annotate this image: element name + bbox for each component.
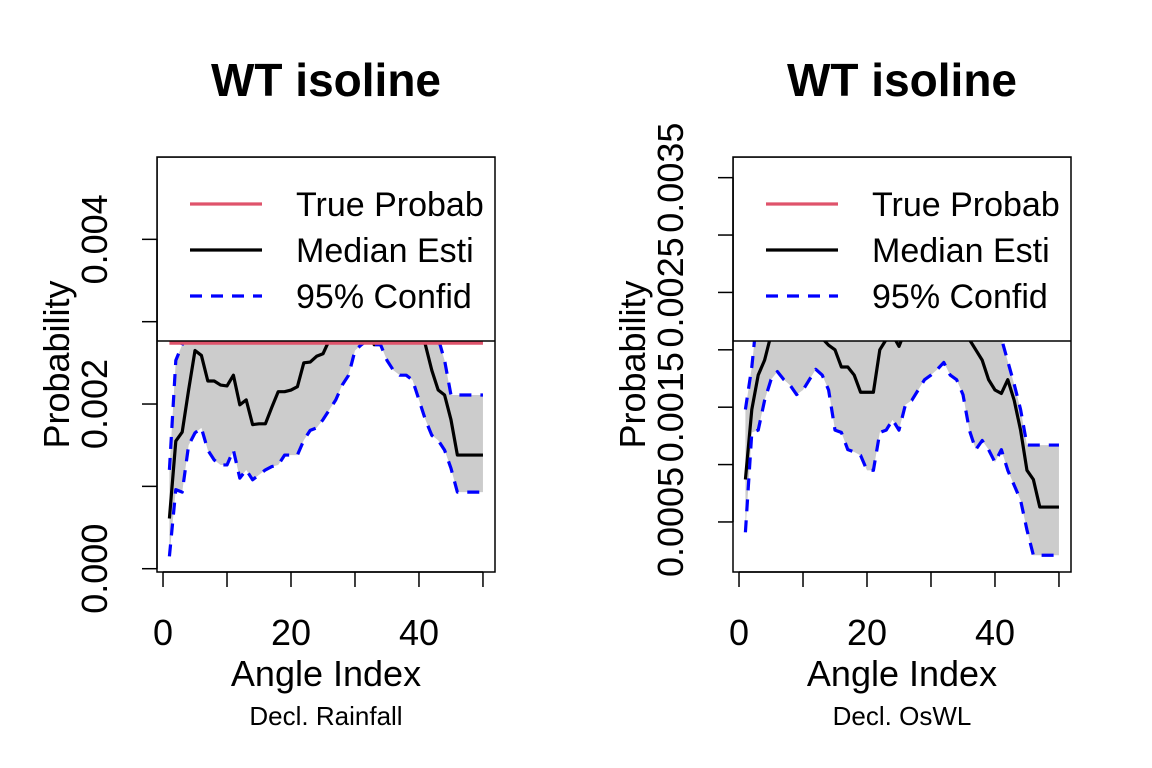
legend-label: Median Esti	[296, 232, 474, 270]
y-tick-label: 0.002	[74, 359, 115, 449]
x-tick-label: 20	[847, 612, 887, 653]
y-tick-label: 0.004	[74, 194, 115, 284]
y-axis-label: Probability	[612, 280, 653, 448]
subtitle: Decl. Rainfall	[249, 701, 402, 731]
x-axis-label: Angle Index	[807, 653, 997, 694]
x-tick-label: 0	[729, 612, 749, 653]
x-tick-label: 40	[399, 612, 439, 653]
legend-label: 95% Confid	[296, 278, 472, 316]
plot-area: True Probab Median Esti 95% Confid	[157, 157, 495, 557]
y-tick-label: 0.0035	[650, 123, 691, 233]
chart-title: WT isoline	[787, 54, 1017, 106]
panel: True Probab Median Esti 95% Confid 0 20 40 0.0…	[36, 54, 496, 731]
legend-label: True Probab	[296, 186, 484, 224]
legend: True Probab Median Esti 95% Confid	[157, 157, 495, 342]
y-tick-label: 0.0005	[650, 467, 691, 577]
legend-label: True Probab	[872, 186, 1060, 224]
panel: True Probab Median Esti 95% Confid 0 20 40 0.0…	[612, 54, 1072, 731]
legend-label: 95% Confid	[872, 278, 1048, 316]
subtitle: Decl. OsWL	[833, 701, 972, 731]
x-axis-label: Angle Index	[231, 653, 421, 694]
x-tick-label: 0	[153, 612, 173, 653]
confidence-lower-line	[167, 338, 483, 557]
plot-area: True Probab Median Esti 95% Confid	[733, 157, 1071, 557]
y-tick-label: 0.0025	[650, 237, 691, 347]
x-tick-label: 40	[975, 612, 1015, 653]
legend-label: Median Esti	[872, 232, 1050, 270]
legend: True Probab Median Esti 95% Confid	[733, 157, 1071, 342]
y-tick-label: 0.0015	[650, 352, 691, 462]
confidence-lower-line	[743, 360, 1059, 557]
y-axis-label: Probability	[36, 280, 77, 448]
chart-title: WT isoline	[211, 54, 441, 106]
x-tick-label: 20	[271, 612, 311, 653]
y-tick-label: 0.000	[74, 524, 115, 614]
median-line	[167, 288, 483, 519]
